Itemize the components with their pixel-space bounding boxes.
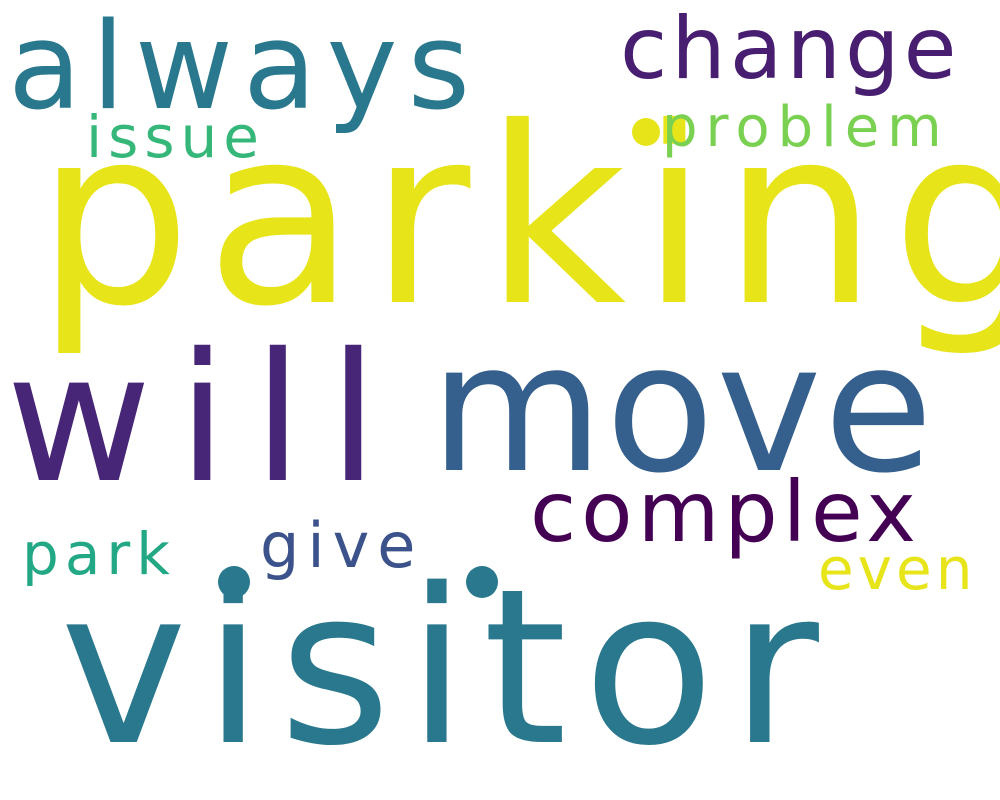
word-move: move — [430, 305, 936, 512]
word-always: always — [8, 0, 481, 137]
dot-mark-2 — [218, 566, 250, 598]
word-parking: parking — [36, 75, 1000, 360]
dot-mark-1 — [632, 118, 660, 146]
word-complex: complex — [530, 463, 921, 561]
word-even: even — [818, 535, 977, 603]
word-problem: problem — [662, 95, 950, 160]
word-visitor: visitor — [60, 542, 835, 793]
word-issue: issue — [86, 103, 265, 171]
word-park: park — [22, 520, 176, 588]
word-change: change — [620, 0, 961, 99]
word-give: give — [260, 509, 424, 582]
word-will: will — [6, 315, 404, 522]
dot-mark-3 — [466, 566, 498, 598]
